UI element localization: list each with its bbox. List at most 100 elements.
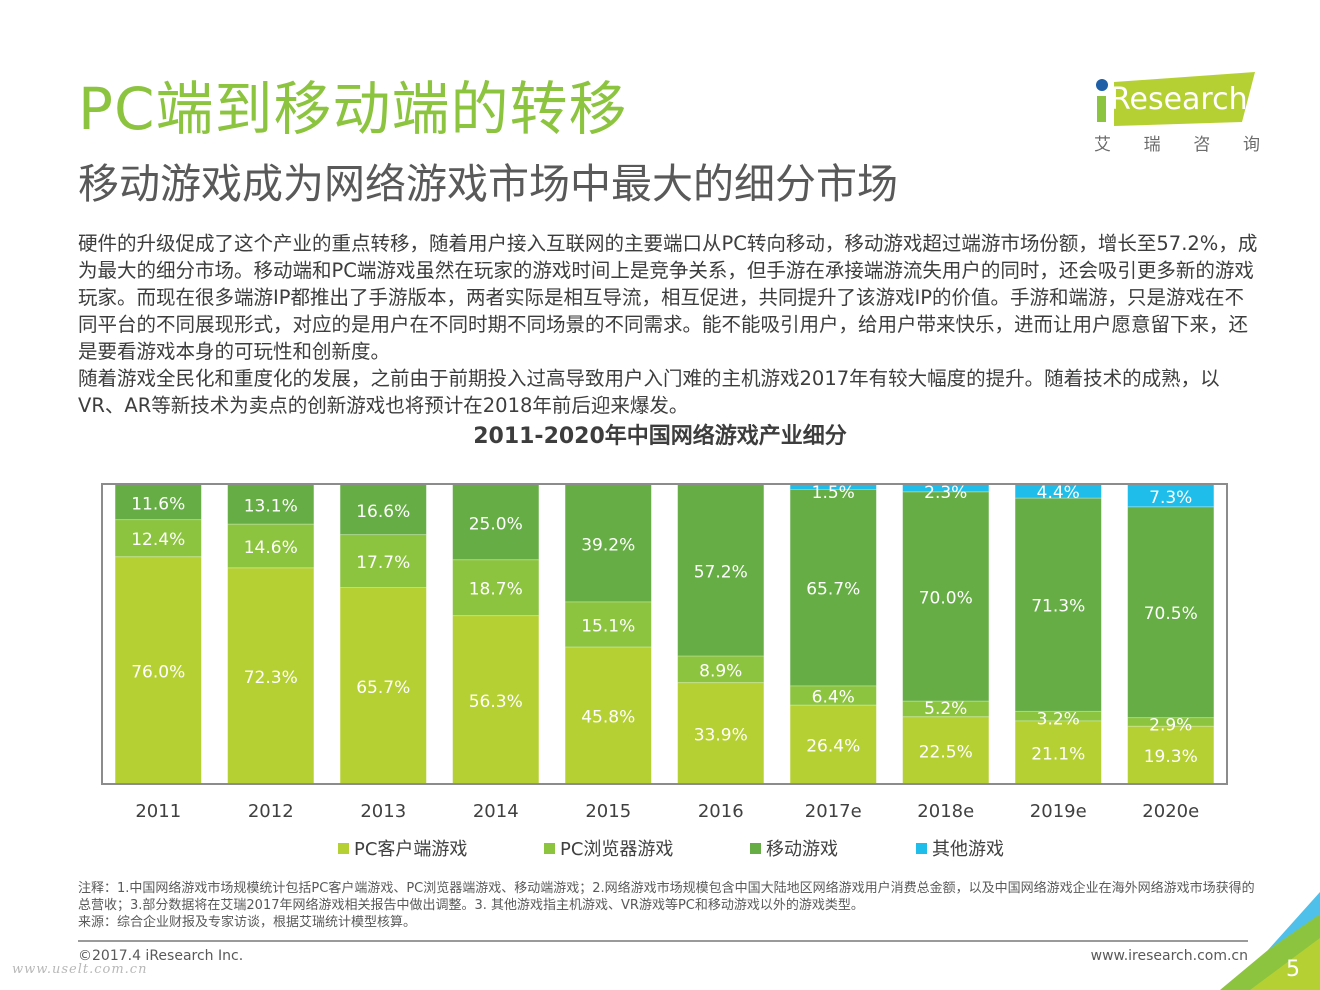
bar-stack: 22.5% 5.2% 70.0% 2.3% [902,483,989,784]
bar-stack: 19.3% 2.9% 70.5% 7.3% [1127,485,1214,784]
bar-stack: 26.4% 6.4% 65.7% 1.5% [790,483,877,784]
bar-segment [677,485,764,657]
data-label: 3.2% [1037,709,1080,729]
legend-item: PC客户端游戏 [338,835,467,861]
bar-segment [902,701,989,717]
x-tick-label: 2011 [135,801,181,822]
data-label: 76.0% [131,662,185,682]
bar-stack: 65.7% 17.7% 16.6% [340,485,427,784]
bar-segment [790,705,877,784]
data-label: 70.0% [919,589,973,609]
bar-stack: 76.0% 12.4% 11.6% [115,485,202,784]
footnotes: 注释：1.中国网络游戏市场规模统计包括PC客户端游戏、PC浏览器端游戏、移动端游… [78,880,1258,931]
logo-cn-char: 艾 [1094,135,1111,155]
legend-swatch-icon [916,842,927,854]
bar-segment [790,485,877,490]
bar-segment [565,601,652,648]
copyright: ©2017.4 iResearch Inc. [78,948,244,964]
body-paragraph: 硬件的升级促成了这个产业的重点转移，随着用户接入互联网的主要端口从PC转向移动，… [78,232,1258,363]
stacked-bar-chart: 76.0% 12.4% 11.6% 2011 72.3% 14.6% 13.1% 2012 65… [101,483,1228,822]
data-label: 11.6% [131,494,185,514]
bar-segment [902,716,989,784]
data-label: 12.4% [131,530,185,550]
data-label: 5.2% [924,699,967,719]
legend-label: 其他游戏 [932,839,1004,860]
bar-segment [452,615,539,784]
bar-segment [1015,485,1102,499]
bar-segment [115,485,202,520]
bar-segment [1015,498,1102,712]
website-link[interactable]: www.iresearch.com.cn [1090,948,1248,964]
page-subtitle: 移动游戏成为网络游戏市场中最大的细分市场 [78,160,898,208]
chart-title: 2011-2020年中国网络游戏产业细分 [473,424,847,449]
data-label: 25.0% [469,514,523,534]
data-label: 14.6% [244,538,298,558]
bar-segment [565,485,652,602]
bar-segment [677,682,764,784]
bar-stack: 72.3% 14.6% 13.1% [227,485,314,784]
chart-legend: PC客户端游戏 PC浏览器游戏 移动游戏 其他游戏 [0,835,1320,861]
page-title: PC端到移动端的转移 [78,75,628,143]
x-tick-label: 2020e [1142,801,1199,822]
data-label: 2.3% [924,483,967,503]
logo-slab-icon [1096,72,1255,126]
data-label: 13.1% [244,497,298,517]
body-paragraph: 随着游戏全民化和重度化的发展，之前由于前期投入过高导致用户入门难的主机游戏201… [78,367,1220,417]
x-tick-label: 2015 [585,801,631,822]
x-tick-label: 2012 [248,801,294,822]
bar-segment [340,587,427,784]
bar-stack: 56.3% 18.7% 25.0% [452,485,539,784]
data-label: 15.1% [581,616,635,636]
data-label: 8.9% [699,661,742,681]
bar-segment [227,524,314,568]
bar-stack: 21.1% 3.2% 71.3% 4.4% [1015,483,1102,784]
watermark: www.uselt.com.cn [12,962,148,977]
iresearch-logo: Research 艾 瑞 咨 询 [1090,70,1260,160]
bar-stack: 45.8% 15.1% 39.2% [565,485,652,784]
bar-segment [1015,720,1102,784]
bar-segment [452,559,539,616]
bar-segment [1015,711,1102,721]
bar-segment [452,485,539,560]
data-label: 17.7% [356,553,410,573]
corner-decoration-icon [1220,892,1320,990]
x-tick-label: 2016 [698,801,744,822]
logo-cn-char: 咨 [1193,135,1211,155]
bar-segment [340,485,427,535]
legend-swatch-icon [338,842,349,854]
source-text: 来源：综合企业财报及专家访谈，根据艾瑞统计模型核算。 [78,915,417,930]
page-number: 5 [1286,957,1300,982]
data-label: 7.3% [1149,488,1192,508]
bar-segment [115,519,202,557]
data-label: 19.3% [1144,747,1198,767]
bar-segment [340,534,427,588]
bar-segment [1127,717,1214,727]
bar-segment [790,489,877,686]
x-tick-label: 2019e [1030,801,1087,822]
data-label: 1.5% [812,483,855,503]
x-tick-label: 2017e [805,801,862,822]
data-label: 4.4% [1037,483,1080,503]
bar-segment [565,647,652,784]
bar-segment [227,485,314,525]
data-label: 57.2% [694,563,748,583]
body-text: 硬件的升级促成了这个产业的重点转移，随着用户接入互联网的主要端口从PC转向移动，… [78,230,1258,419]
data-label: 45.8% [581,708,635,728]
plot-frame [101,483,1228,785]
bar-segment [227,567,314,784]
bar-segment [1127,726,1214,784]
data-label: 71.3% [1031,597,1085,617]
data-label: 65.7% [356,678,410,698]
data-label: 72.3% [244,668,298,688]
note-text: 注释：1.中国网络游戏市场规模统计包括PC客户端游戏、PC浏览器端游戏、移动端游… [78,881,1255,913]
legend-label: PC浏览器游戏 [560,839,674,860]
logo-cn-char: 询 [1242,135,1260,155]
data-label: 65.7% [806,580,860,600]
legend-item: 其他游戏 [916,835,1004,861]
x-tick-label: 2018e [917,801,974,822]
bar-segment [1127,485,1214,507]
legend-label: 移动游戏 [766,839,838,860]
bar-segment [1127,506,1214,718]
data-label: 22.5% [919,742,973,762]
data-label: 70.5% [1144,604,1198,624]
